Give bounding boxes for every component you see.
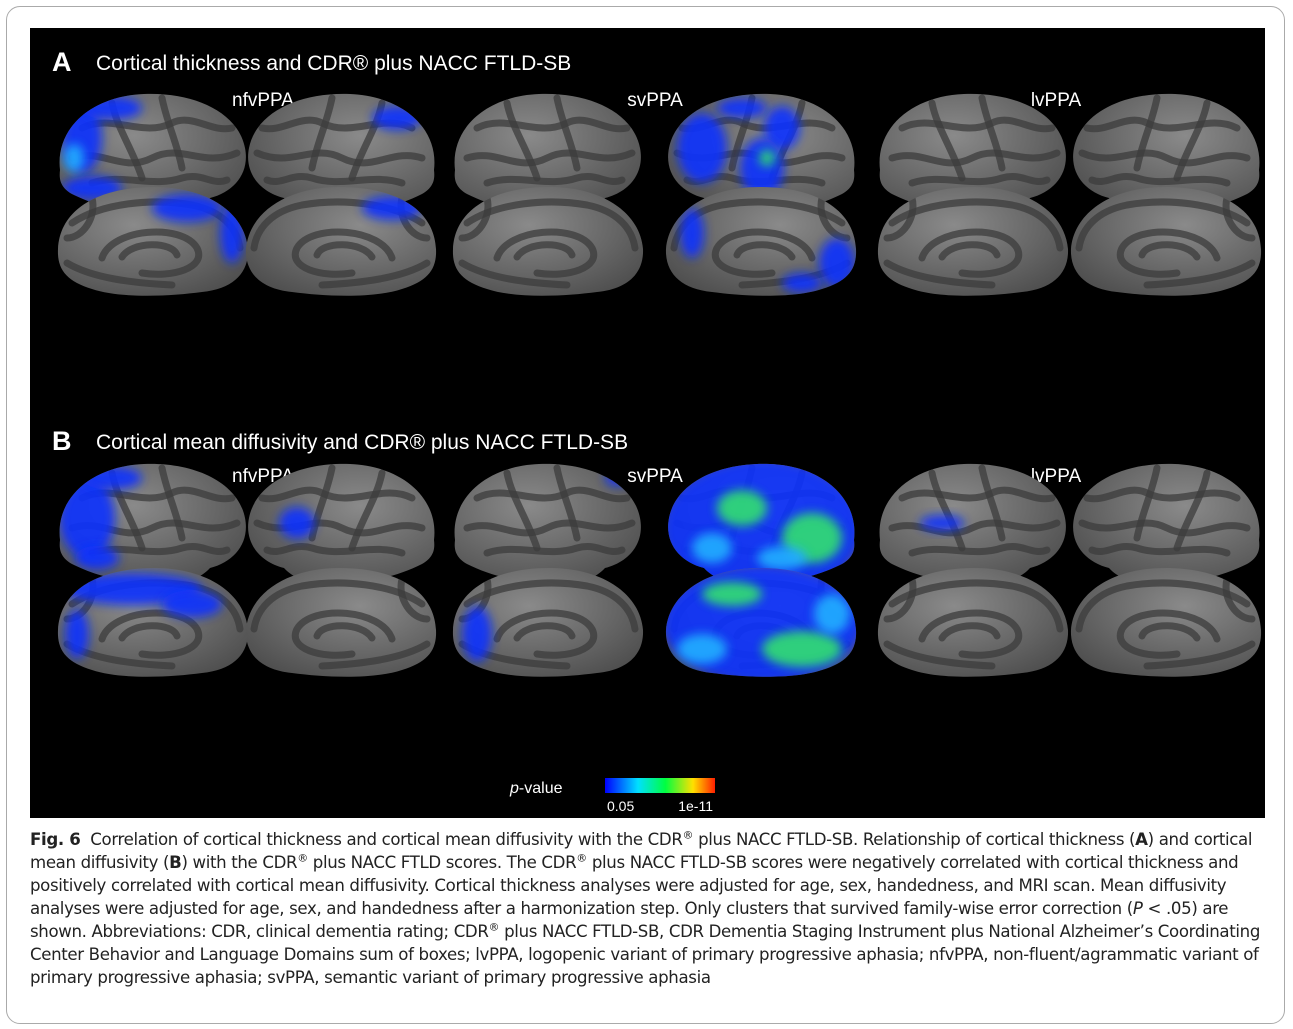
group-label: svPPA <box>627 90 683 111</box>
group-label: svPPA <box>627 466 683 487</box>
figure: A Cortical thickness and CDR® plus NACC … <box>30 28 1265 818</box>
caption-sup: ® <box>489 920 500 933</box>
caption-sup: ® <box>683 828 694 841</box>
activation-cluster <box>782 273 822 293</box>
caption-bold: A <box>1135 830 1148 849</box>
activation-cluster <box>75 546 119 570</box>
caption-italic: P <box>1133 899 1143 918</box>
caption: Fig. 6 Correlation of cortical thickness… <box>30 828 1268 989</box>
colorbar-title-rest: -value <box>519 780 563 797</box>
activation-cluster <box>462 606 492 662</box>
caption-sup: ® <box>576 851 587 864</box>
activation-cluster <box>757 546 807 570</box>
activation-cluster <box>680 208 704 258</box>
activation-cluster <box>762 631 842 667</box>
page: A Cortical thickness and CDR® plus NACC … <box>0 0 1293 1029</box>
activation-cluster <box>677 634 727 664</box>
caption-label: Fig. 6 <box>30 830 80 849</box>
activation-cluster <box>692 533 732 563</box>
activation-cluster <box>920 515 964 531</box>
colorbar <box>605 778 715 793</box>
activation-cluster <box>65 609 89 659</box>
colorbar-title: p-value <box>509 780 563 797</box>
activation-cluster <box>677 113 727 183</box>
activation-cluster <box>717 98 767 118</box>
caption-text: plus NACC FTLD-SB. Relationship of corti… <box>693 830 1135 849</box>
colorbar-title-p: p <box>509 780 519 797</box>
caption-bold: B <box>169 853 181 872</box>
colorbar-max-label: 1e-11 <box>678 798 713 814</box>
activation-cluster <box>702 582 762 606</box>
caption-text: Correlation of cortical thickness and co… <box>90 830 682 849</box>
panel-label: A <box>52 47 72 77</box>
panel-title: Cortical thickness and CDR® plus NACC FT… <box>96 52 571 75</box>
colorbar-min-label: 0.05 <box>607 798 634 814</box>
caption-text: ) with the CDR <box>181 853 297 872</box>
group-label: lvPPA <box>1031 90 1082 111</box>
activation-cluster <box>64 144 84 172</box>
activation-cluster <box>162 590 222 618</box>
activation-cluster <box>814 594 850 634</box>
activation-cluster <box>279 507 315 539</box>
activation-cluster <box>717 490 767 526</box>
caption-sup: ® <box>297 851 308 864</box>
panel-title: Cortical mean diffusivity and CDR® plus … <box>96 431 628 454</box>
panel-label: B <box>52 426 72 456</box>
caption-text: plus NACC FTLD scores. The CDR <box>308 853 576 872</box>
activation-cluster <box>759 150 775 166</box>
